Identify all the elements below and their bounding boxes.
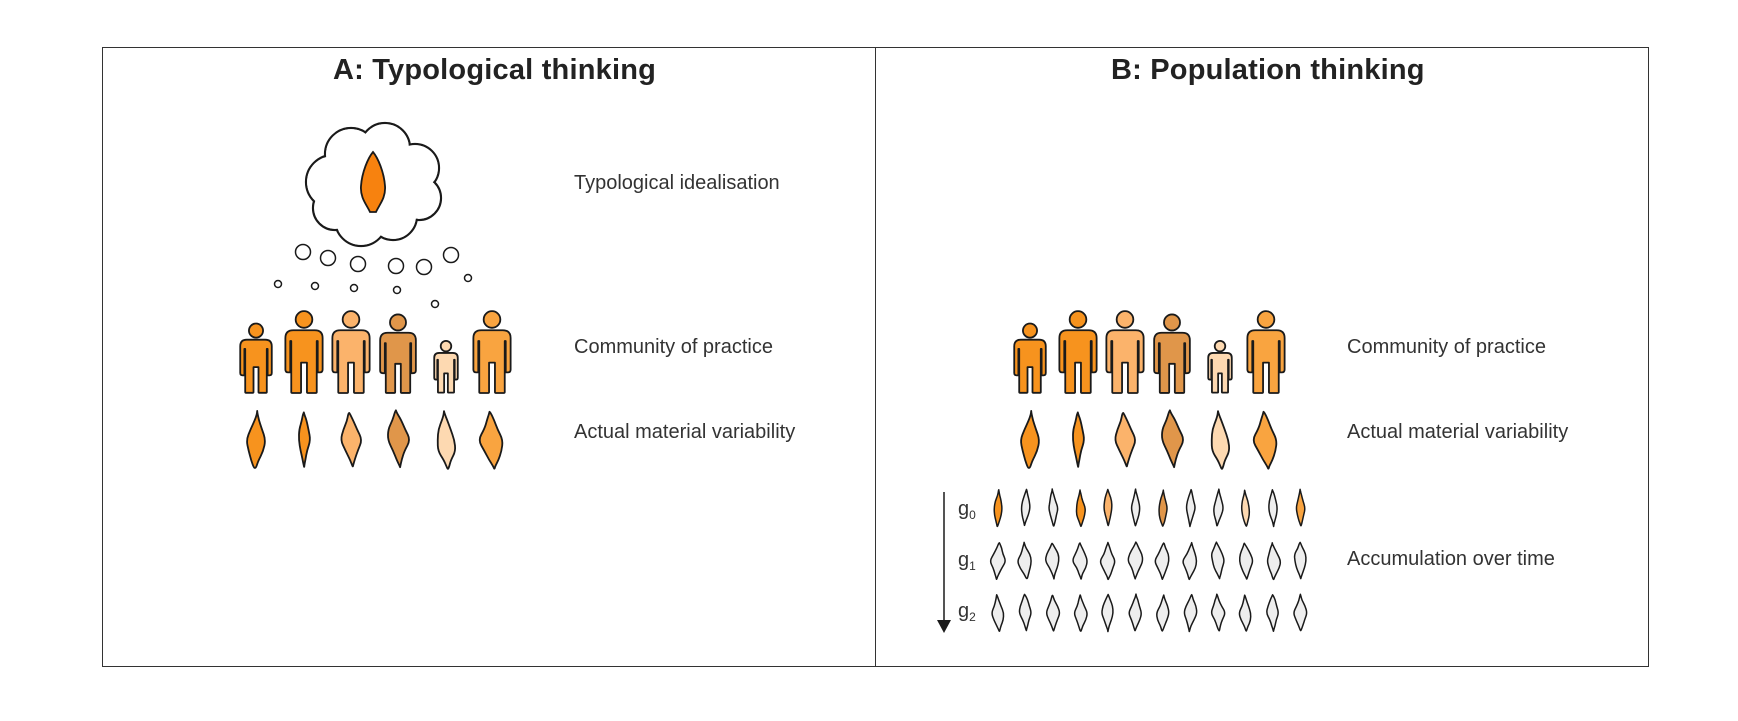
stone-tool-icon [1130,488,1141,527]
person-icon [1153,313,1191,394]
label-community-a: Community of practice [574,336,773,358]
stone-tool-icon [1048,488,1059,527]
stone-tool-icon [478,410,504,470]
stone-tool-icon [1185,488,1196,528]
stone-tool-icon [1266,594,1279,633]
person-icon [433,339,459,394]
stone-tool-icon [1252,410,1278,470]
stone-tool-icon [1020,410,1040,469]
thought-bubble-icon [304,121,443,248]
stone-tool-icon [1158,489,1168,527]
person-icon [379,313,417,394]
stone-tool-icon [1238,594,1252,632]
stone-tool-icon [991,594,1005,632]
person-icon [284,310,324,394]
stone-tool-icon [1210,410,1231,470]
label-community-b: Community of practice [1347,336,1546,358]
person-icon [472,310,512,394]
stone-tool-icon [993,489,1003,528]
stone-tool-icon [340,412,362,468]
down-arrow-icon [937,492,951,633]
stone-tool-icon [1018,593,1032,632]
stone-tool-icon [1099,541,1116,581]
stone-tool-icon [989,542,1006,580]
stone-tool-icon [1045,594,1061,632]
panel-divider [875,47,876,667]
stone-tool-icon [1156,594,1170,632]
panel-a-title: A: Typological thinking [333,54,657,86]
stone-tool-icon [1075,489,1086,528]
thought-bubbles [273,243,473,309]
stone-tool-icon [1293,593,1308,632]
stone-tool-icon [246,410,266,469]
person-icon [239,322,273,394]
stone-tool-icon [1293,541,1307,580]
label-variability-a: Actual material variability [574,421,796,443]
stone-tool-icon [1161,409,1184,469]
stone-tool-icon [1072,542,1088,580]
stone-tool-icon [1017,541,1032,580]
stone-tool-icon [1210,593,1226,632]
stone-tool-icon [1240,489,1251,527]
stone-tool-icon [436,410,457,470]
stone-tool-icon [1020,488,1031,527]
stone-tool-icon [1154,542,1170,580]
stone-tool-icon [387,409,410,469]
stone-tool-icon [1073,594,1088,632]
label-variability-b: Actual material variability [1347,421,1569,443]
person-icon [1058,310,1098,394]
stone-tool-icon [1183,593,1198,633]
stone-tool-icon [1182,541,1198,581]
generation-label-2: g2 [958,600,976,624]
person-icon [1013,322,1047,394]
stone-tool-icon [298,411,311,468]
label-typological-idealisation: Typological idealisation [574,172,780,194]
generation-label-0: g0 [958,498,976,522]
accumulation-grid [989,488,1308,633]
stone-tool-icon [1295,488,1306,527]
stone-tool-icon [1045,542,1060,580]
stone-tool-icon [1101,593,1114,633]
stone-tool-icon [1128,593,1142,632]
variability-a [246,409,504,470]
stone-tool-icon [1213,488,1224,527]
idealised-tool-icon [360,150,386,213]
stone-tool-icon [1072,411,1085,468]
person-icon [1246,310,1286,394]
variability-b [1020,409,1278,470]
community-a [239,310,512,394]
stone-tool-icon [1238,542,1254,580]
stone-tool-icon [1268,489,1278,528]
stone-tool-icon [1114,412,1136,468]
panel-b-title: B: Population thinking [1111,54,1425,86]
stone-tool-icon [1103,488,1113,527]
person-icon [1207,339,1233,394]
stone-tool-icon [1266,542,1282,581]
generation-label-1: g1 [958,549,976,573]
label-accumulation: Accumulation over time [1347,548,1555,570]
person-icon [1105,310,1145,394]
stone-tool-icon [1210,541,1225,580]
stone-tool-icon [1127,541,1144,580]
community-b [1013,310,1286,394]
person-icon [331,310,371,394]
